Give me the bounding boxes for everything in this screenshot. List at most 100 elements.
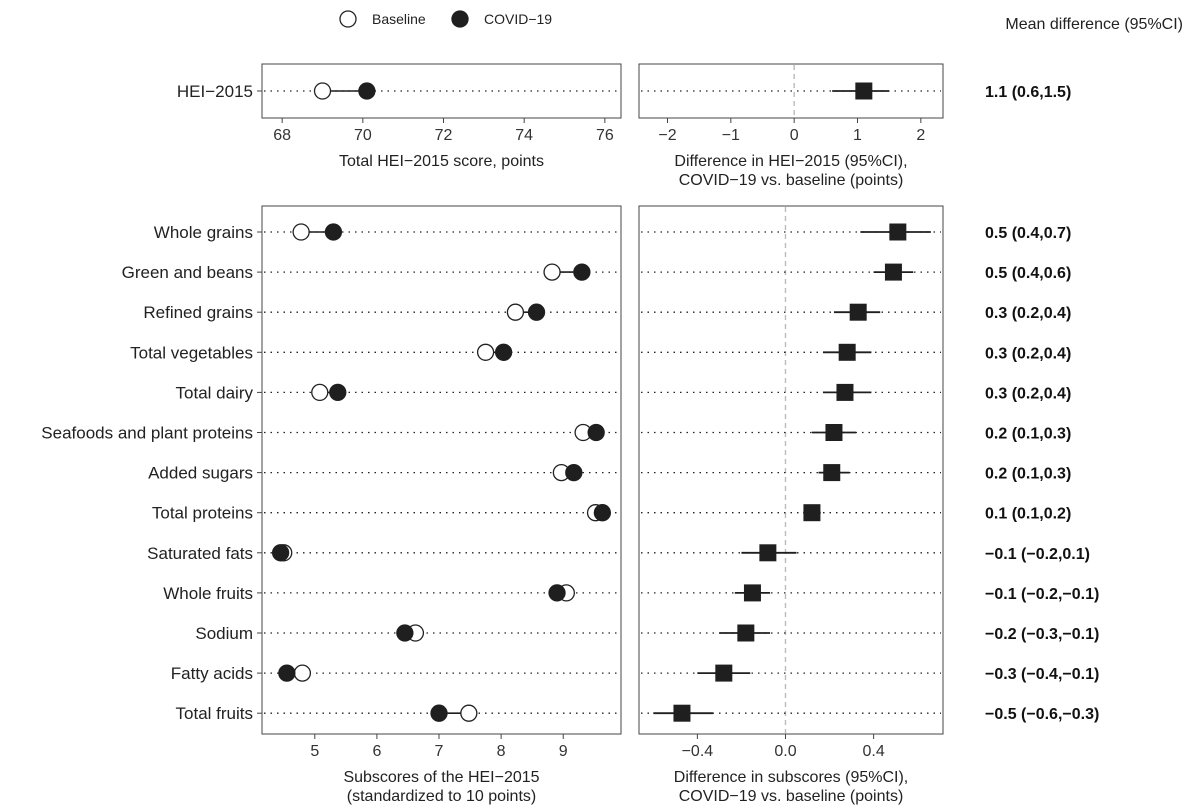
x-tick-label: 70	[354, 127, 372, 144]
row-label: Seafoods and plant proteins	[41, 424, 253, 443]
x-tick-label: −2	[658, 127, 676, 144]
mean-difference-value: −0.5 (−0.6,−0.3)	[985, 706, 1099, 723]
legend: Baseline COVID−19	[339, 10, 552, 28]
baseline-point	[292, 223, 310, 241]
estimate-square	[715, 664, 733, 682]
mean-difference-value: 0.3 (0.2,0.4)	[985, 385, 1071, 402]
row-label: Whole fruits	[163, 584, 253, 603]
legend-baseline-marker	[339, 10, 357, 28]
covid-point	[527, 303, 546, 321]
estimate-square	[838, 343, 856, 361]
mean-difference-value: 0.2 (0.1,0.3)	[985, 426, 1071, 443]
mean-difference-value: −0.1 (−0.2,0.1)	[985, 546, 1090, 563]
x-tick-label: −0.4	[682, 743, 714, 760]
mean-difference-value: 0.1 (0.1,0.2)	[985, 506, 1071, 523]
panel-top-right-frame	[638, 63, 944, 119]
x-axis-title: Difference in HEI−2015 (95%CI),	[674, 153, 907, 170]
row-label: Whole grains	[154, 223, 253, 242]
marks-layer	[271, 82, 931, 722]
row-label: Total proteins	[152, 504, 253, 523]
baseline-point	[476, 343, 495, 361]
row-label: Added sugars	[148, 464, 253, 483]
x-tick-label: 74	[515, 127, 533, 144]
x-tick-label: 0	[790, 127, 799, 144]
covid-point	[565, 463, 583, 482]
x-tick-label: 5	[310, 743, 319, 760]
row-label: Saturated fats	[147, 544, 253, 563]
covid-point	[396, 624, 414, 642]
row-label: HEI−2015	[177, 82, 253, 101]
mean-difference-value: 0.5 (0.4,0.6)	[985, 265, 1071, 282]
estimate-square	[849, 303, 867, 321]
x-tick-label: 7	[435, 743, 444, 760]
x-tick-label: 6	[372, 743, 381, 760]
estimate-square	[889, 223, 907, 241]
x-axis-title: Total HEI−2015 score, points	[339, 153, 544, 170]
x-axis-title: COVID−19 vs. baseline (points)	[679, 788, 904, 805]
estimate-square	[836, 383, 854, 401]
estimate-square	[673, 704, 691, 722]
x-tick-label: 76	[596, 127, 614, 144]
row-label: Total vegetables	[130, 343, 253, 362]
legend-covid-label: COVID−19	[484, 11, 552, 27]
mean-difference-value: 0.2 (0.1,0.3)	[985, 466, 1071, 483]
x-tick-label: 72	[435, 127, 453, 144]
mean-difference-header: Mean difference (95%CI)	[1005, 16, 1183, 33]
covid-point	[271, 544, 290, 562]
estimate-square	[855, 82, 873, 100]
x-tick-label: 8	[497, 743, 506, 760]
panel-bottom-left-frame	[261, 205, 622, 735]
covid-point	[278, 664, 296, 682]
covid-point	[494, 343, 513, 361]
estimate-square	[825, 424, 843, 441]
x-axis-title: Subscores of the HEI−2015	[343, 769, 539, 786]
baseline-point	[506, 303, 525, 321]
row-label: Green and beans	[122, 263, 253, 282]
covid-point	[430, 704, 448, 722]
baseline-point	[311, 383, 329, 402]
baseline-point	[313, 82, 332, 100]
row-label: Total dairy	[176, 383, 254, 402]
x-tick-label: 9	[559, 743, 568, 760]
covid-point	[329, 383, 347, 402]
x-tick-label: 1	[853, 127, 862, 144]
x-tick-label: 68	[273, 127, 291, 144]
x-axis-title: Difference in subscores (95%CI),	[674, 769, 908, 786]
mean-difference-value: 1.1 (0.6,1.5)	[985, 84, 1071, 101]
mean-difference-value: 0.5 (0.4,0.7)	[985, 225, 1071, 242]
estimate-square	[737, 624, 755, 642]
row-label: Sodium	[195, 624, 253, 643]
mean-difference-value: 0.3 (0.2,0.4)	[985, 345, 1071, 362]
mean-difference-value: −0.2 (−0.3,−0.1)	[985, 626, 1099, 643]
legend-baseline-label: Baseline	[372, 11, 426, 27]
x-axis-title: (standardized to 10 points)	[347, 788, 536, 805]
estimate-square	[759, 544, 777, 562]
baseline-point	[460, 704, 478, 722]
estimate-square	[884, 263, 902, 281]
covid-point	[573, 263, 591, 281]
estimate-square	[803, 504, 821, 522]
covid-point	[548, 584, 566, 602]
x-axis-title: COVID−19 vs. baseline (points)	[679, 172, 904, 189]
baseline-point	[293, 664, 312, 682]
x-tick-label: 0.4	[862, 743, 884, 760]
covid-point	[587, 423, 605, 442]
row-label: Total fruits	[176, 704, 253, 723]
x-tick-label: 0.0	[774, 743, 796, 760]
baseline-point	[543, 263, 561, 281]
estimate-square	[823, 464, 841, 482]
covid-point	[358, 82, 376, 100]
covid-point	[324, 223, 343, 241]
x-tick-label: −1	[722, 127, 740, 144]
mean-difference-value: −0.1 (−0.2,−0.1)	[985, 586, 1099, 603]
covid-point	[593, 504, 612, 522]
mean-difference-value: 0.3 (0.2,0.4)	[985, 305, 1071, 322]
row-label: Fatty acids	[171, 664, 253, 683]
x-tick-label: 2	[916, 127, 925, 144]
row-label: Refined grains	[143, 303, 253, 322]
estimate-square	[743, 584, 761, 602]
mean-difference-value: −0.3 (−0.4,−0.1)	[985, 666, 1099, 683]
panel-bottom-right-frame	[638, 205, 944, 735]
